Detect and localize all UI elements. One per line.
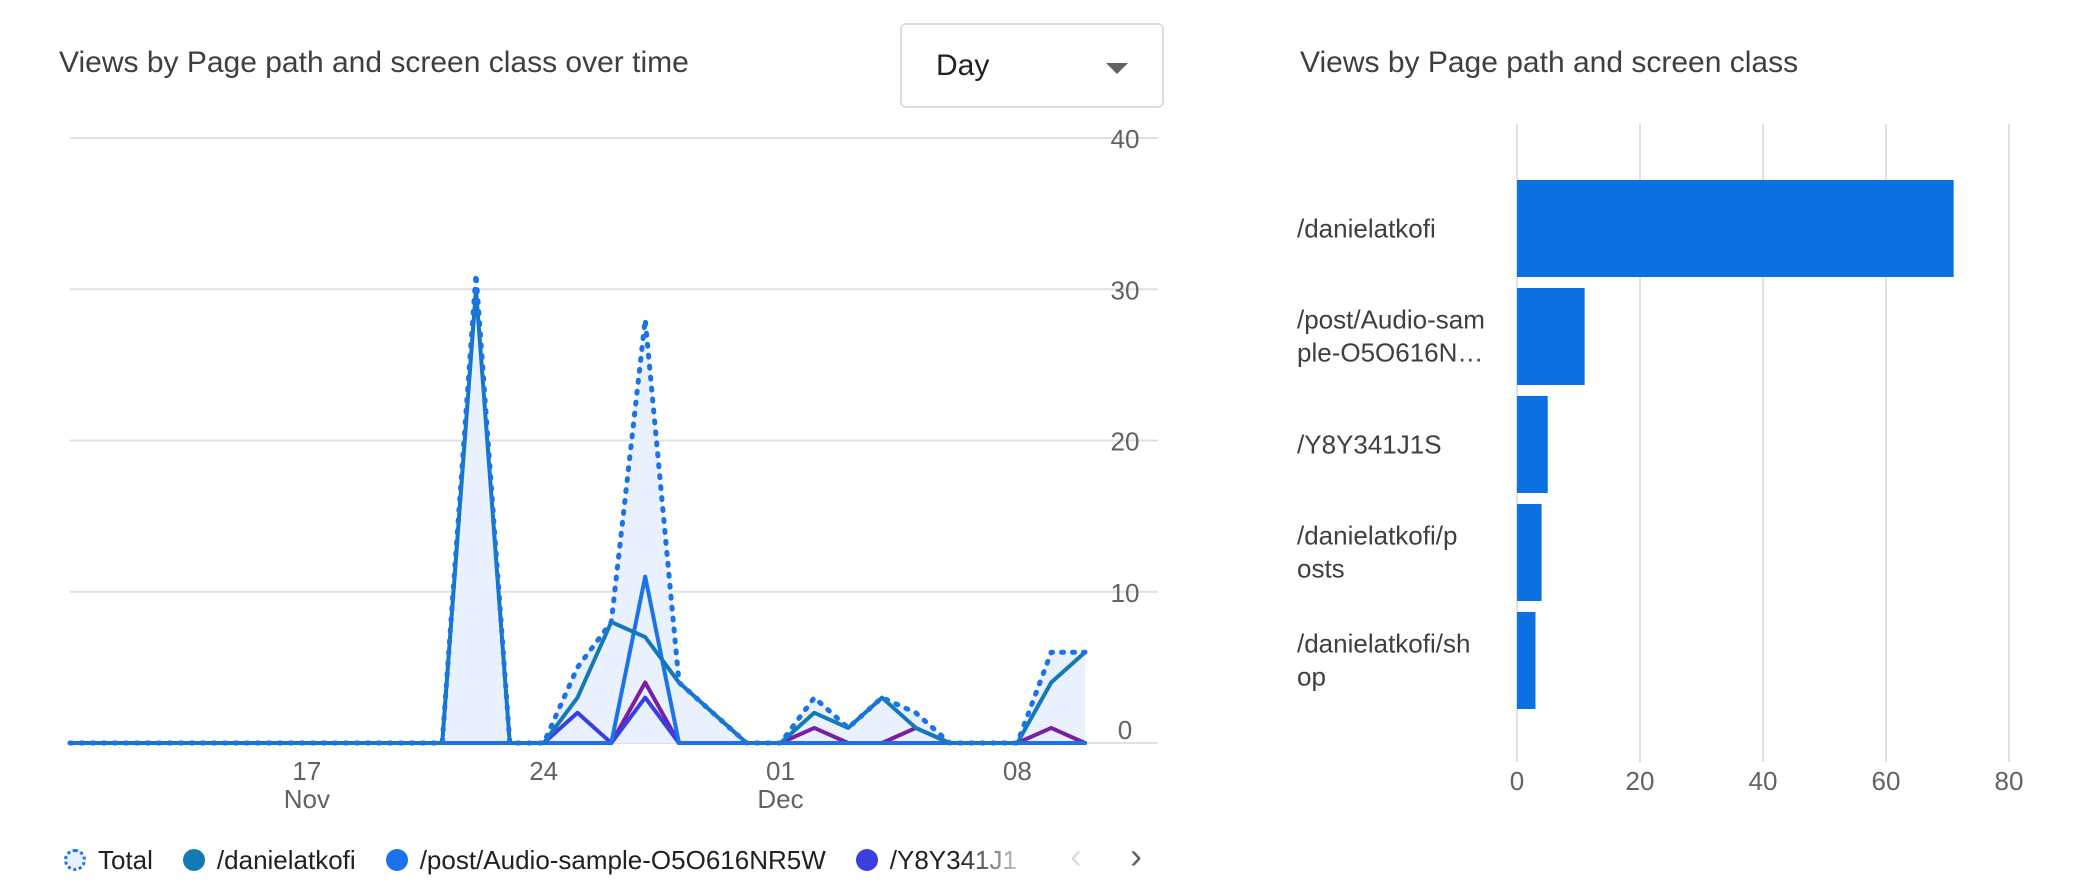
x-tick-label: 08 xyxy=(1003,756,1032,786)
bar xyxy=(1517,504,1542,601)
bar-chart: 0 20 40 60 80 /danielatkofi/post/Audio-sampl… xyxy=(1297,124,2023,796)
granularity-dropdown[interactable]: Day xyxy=(900,23,1164,108)
x-tick-label: 80 xyxy=(1995,766,2024,796)
x-tick-label: 01 xyxy=(766,756,795,786)
legend-dot-dotted-icon xyxy=(64,849,86,871)
x-tick-month-label: Nov xyxy=(284,784,330,814)
legend-item-post-audio-sample[interactable]: /post/Audio-sample-O5O616NR5W xyxy=(385,844,826,876)
bar-chart-title: Views by Page path and screen class xyxy=(1300,46,1799,79)
category-label: /danielatkofi xyxy=(1297,214,1436,244)
legend-label: Total xyxy=(98,844,153,875)
granularity-selected: Day xyxy=(936,48,990,82)
x-tick-label: 17 xyxy=(292,756,321,786)
x-tick-label: 20 xyxy=(1626,766,1655,796)
y-tick-label: 10 xyxy=(1111,578,1140,608)
legend-label: /post/Audio-sample-O5O616NR5W xyxy=(419,844,826,875)
x-tick-label: 24 xyxy=(529,756,558,786)
category-label: /post/Audio-sam xyxy=(1297,305,1485,335)
bar xyxy=(1517,612,1536,709)
category-label: /danielatkofi/sh xyxy=(1297,629,1470,659)
y-tick-label: 40 xyxy=(1111,124,1140,154)
y-tick-label: 20 xyxy=(1111,427,1140,457)
y-tick-label: 30 xyxy=(1111,275,1140,305)
category-label: osts xyxy=(1297,554,1345,584)
line-chart-title: Views by Page path and screen class over… xyxy=(59,46,689,79)
bar xyxy=(1517,180,1954,277)
x-tick-label: 40 xyxy=(1749,766,1778,796)
legend-dot-icon xyxy=(385,849,408,871)
legend-item-total[interactable]: Total xyxy=(64,845,153,876)
x-tick-label: 60 xyxy=(1872,766,1901,796)
series-line-total xyxy=(67,271,1088,746)
legend-fade xyxy=(960,838,1070,882)
legend-label: /danielatkofi xyxy=(216,844,356,875)
category-label: op xyxy=(1297,662,1326,692)
category-label: /Y8Y341J1S xyxy=(1297,430,1442,460)
legend-item-danielatkofi[interactable]: /danielatkofi xyxy=(182,844,356,876)
line-chart-legend: Total /danielatkofi /post/Audio-sample-O… xyxy=(64,840,1044,880)
legend-prev-chevron-icon[interactable]: ‹ xyxy=(1070,835,1082,876)
category-label: /danielatkofi/p xyxy=(1297,521,1457,551)
x-tick-month-label: Dec xyxy=(757,784,803,814)
bar xyxy=(1517,396,1548,493)
total-area xyxy=(70,274,1085,743)
legend-next-chevron-icon[interactable]: › xyxy=(1130,835,1142,876)
y-tick-label: 0 xyxy=(1118,715,1132,745)
legend-dot-icon xyxy=(855,849,878,871)
category-label: ple-O5O616N… xyxy=(1297,338,1483,368)
chevron-down-icon xyxy=(1106,63,1128,74)
legend-dot-icon xyxy=(182,849,205,871)
bar xyxy=(1517,288,1585,385)
x-tick-label: 0 xyxy=(1510,766,1524,796)
